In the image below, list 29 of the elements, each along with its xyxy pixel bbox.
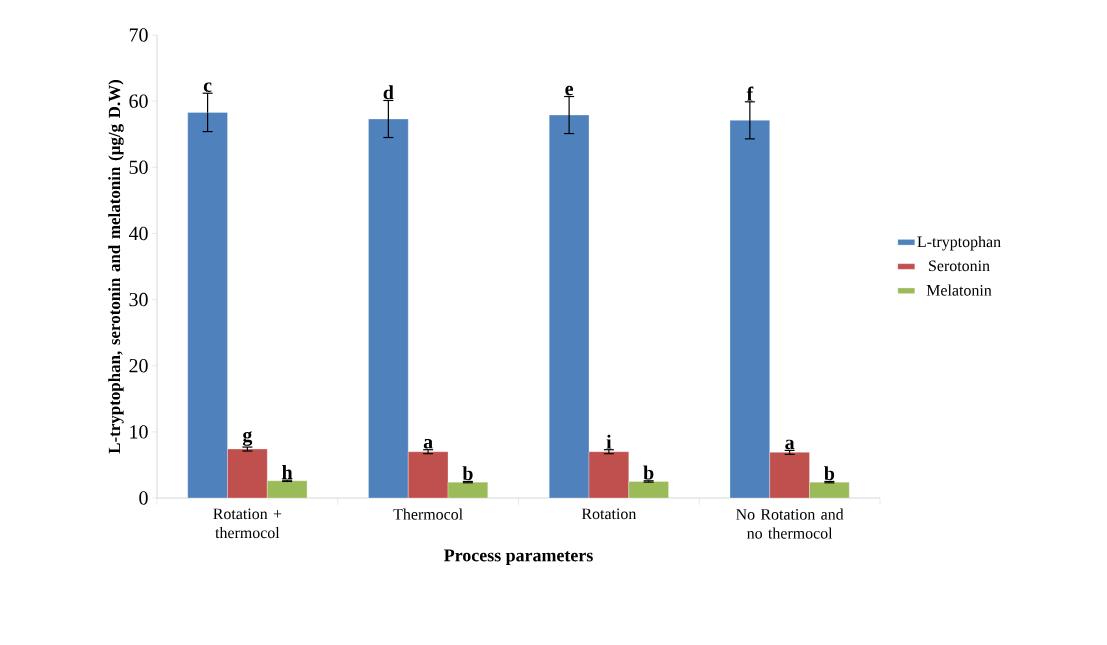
y-tick-label: 20: [129, 358, 148, 373]
data-label: i: [606, 434, 612, 449]
data-label: b: [824, 466, 835, 481]
x-tick-label: No Rotation and no thermocol: [736, 508, 844, 539]
y-axis-title: L-tryptophan, serotonin and melatonin (µg/g D.W): [108, 80, 124, 454]
y-tick-label: 50: [129, 160, 148, 175]
y-tick-label: 0: [139, 491, 148, 505]
data-label: c: [203, 82, 212, 93]
y-tick-label: 60: [129, 94, 148, 108]
y-tick-label: 70: [129, 28, 148, 42]
data-label: h: [282, 465, 293, 479]
data-label: b: [462, 466, 473, 481]
x-tick-label: Rotation + thermocol: [213, 508, 282, 539]
x-tick-label: Rotation: [581, 508, 637, 520]
data-label: d: [383, 85, 394, 100]
y-tick-label: 30: [129, 292, 148, 307]
y-tick-label: 40: [128, 226, 148, 241]
data-label: f: [746, 86, 754, 101]
data-label: e: [565, 85, 574, 96]
data-label: a: [423, 438, 433, 449]
legend-label: L-tryptophan: [917, 235, 1001, 251]
legend-label: Melatonin: [926, 284, 992, 296]
y-tick-label: 10: [130, 425, 148, 439]
data-label: b: [643, 465, 654, 480]
legend-label: Serotonin: [929, 260, 990, 272]
x-axis-title: Process parameters: [444, 549, 593, 566]
data-label: g: [242, 431, 253, 446]
x-tick-label: Thermocol: [393, 508, 463, 520]
data-label: a: [785, 439, 795, 450]
